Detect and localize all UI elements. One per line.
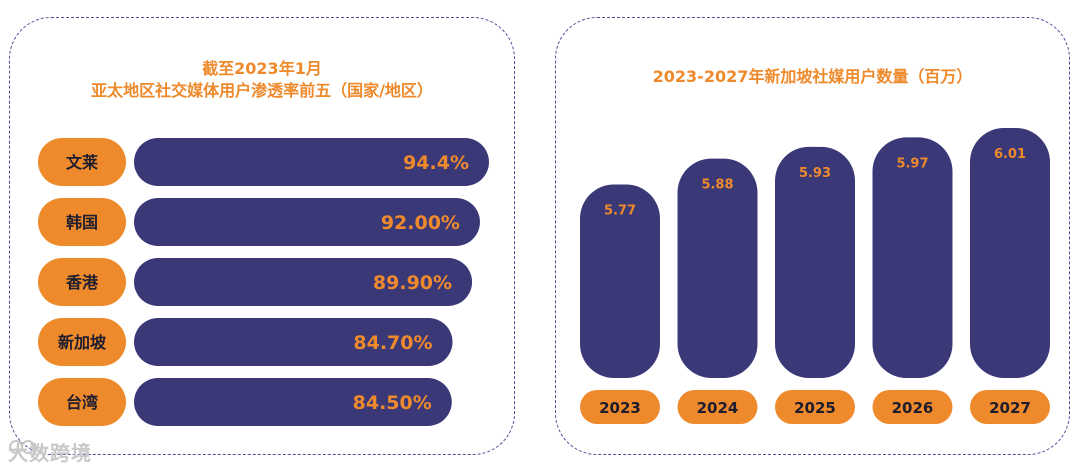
- left-chart-panel: 截至2023年1月 亚太地区社交媒体用户渗透率前五（国家/地区） 文莱 94.4%…: [9, 17, 515, 455]
- bar-value-label: 5.88: [701, 178, 733, 193]
- bar: [872, 137, 953, 378]
- year-pill: [970, 390, 1050, 424]
- category-pill: [38, 258, 126, 306]
- bar: [677, 158, 758, 378]
- year-label: 2026: [892, 399, 934, 417]
- bar: [775, 146, 855, 378]
- category-pill: [38, 378, 126, 426]
- category-pill: [38, 198, 126, 246]
- category-label: 文莱: [66, 153, 98, 172]
- bar: [580, 184, 660, 378]
- bar: [134, 318, 453, 366]
- year-label: 2023: [599, 399, 641, 417]
- bar-value-label: 84.70%: [353, 332, 432, 354]
- category-label: 韩国: [66, 213, 98, 232]
- bar-value-label: 89.90%: [373, 272, 452, 294]
- right-chart-panel: 2023-2027年新加坡社媒用户数量（百万） 5.77 2023 5.88 2024…: [555, 17, 1070, 455]
- right-chart-title: 2023-2027年新加坡社媒用户数量（百万）: [652, 67, 973, 86]
- year-label: 2027: [989, 399, 1031, 417]
- bar-value-label: 92.00%: [381, 212, 460, 234]
- category-pill: [38, 138, 126, 186]
- year-pill: [580, 390, 660, 424]
- bar: [134, 138, 489, 186]
- bar-value-label: 6.01: [994, 147, 1026, 162]
- bar-value-label: 84.50%: [353, 392, 432, 414]
- category-label: 香港: [65, 273, 99, 292]
- bar-value-label: 5.77: [604, 203, 636, 218]
- bar: [970, 128, 1050, 378]
- bar-value-label: 5.93: [799, 166, 831, 181]
- left-chart-title-line-2: 亚太地区社交媒体用户渗透率前五（国家/地区）: [91, 81, 433, 100]
- bar-value-label: 94.4%: [403, 152, 469, 174]
- bar: [134, 198, 480, 246]
- watermark: 大数跨境: [8, 436, 92, 466]
- year-label: 2025: [794, 399, 836, 417]
- bar-value-label: 5.97: [896, 156, 928, 171]
- left-chart-title: 截至2023年1月 亚太地区社交媒体用户渗透率前五（国家/地区）: [10, 58, 514, 102]
- year-pill: [775, 390, 855, 424]
- year-pill: [872, 390, 953, 424]
- brand-logo-icon: [9, 440, 35, 454]
- year-pill: [677, 390, 758, 424]
- category-label: 台湾: [66, 393, 98, 412]
- singapore-users-bar-chart: 5.77 2023 5.88 2024 5.93 2025 5.97 2026 6.01 2027: [580, 128, 1050, 424]
- category-pill: [38, 318, 126, 366]
- year-label: 2024: [697, 399, 739, 417]
- bar: [134, 258, 473, 306]
- left-chart-title-line-1: 截至2023年1月: [202, 59, 322, 78]
- category-label: 新加坡: [58, 333, 107, 352]
- bar: [134, 378, 452, 426]
- penetration-bar-chart: 文莱 94.4% 韩国 92.00% 香港 89.90% 新加坡 84.70% 台湾 84.50%: [38, 138, 489, 426]
